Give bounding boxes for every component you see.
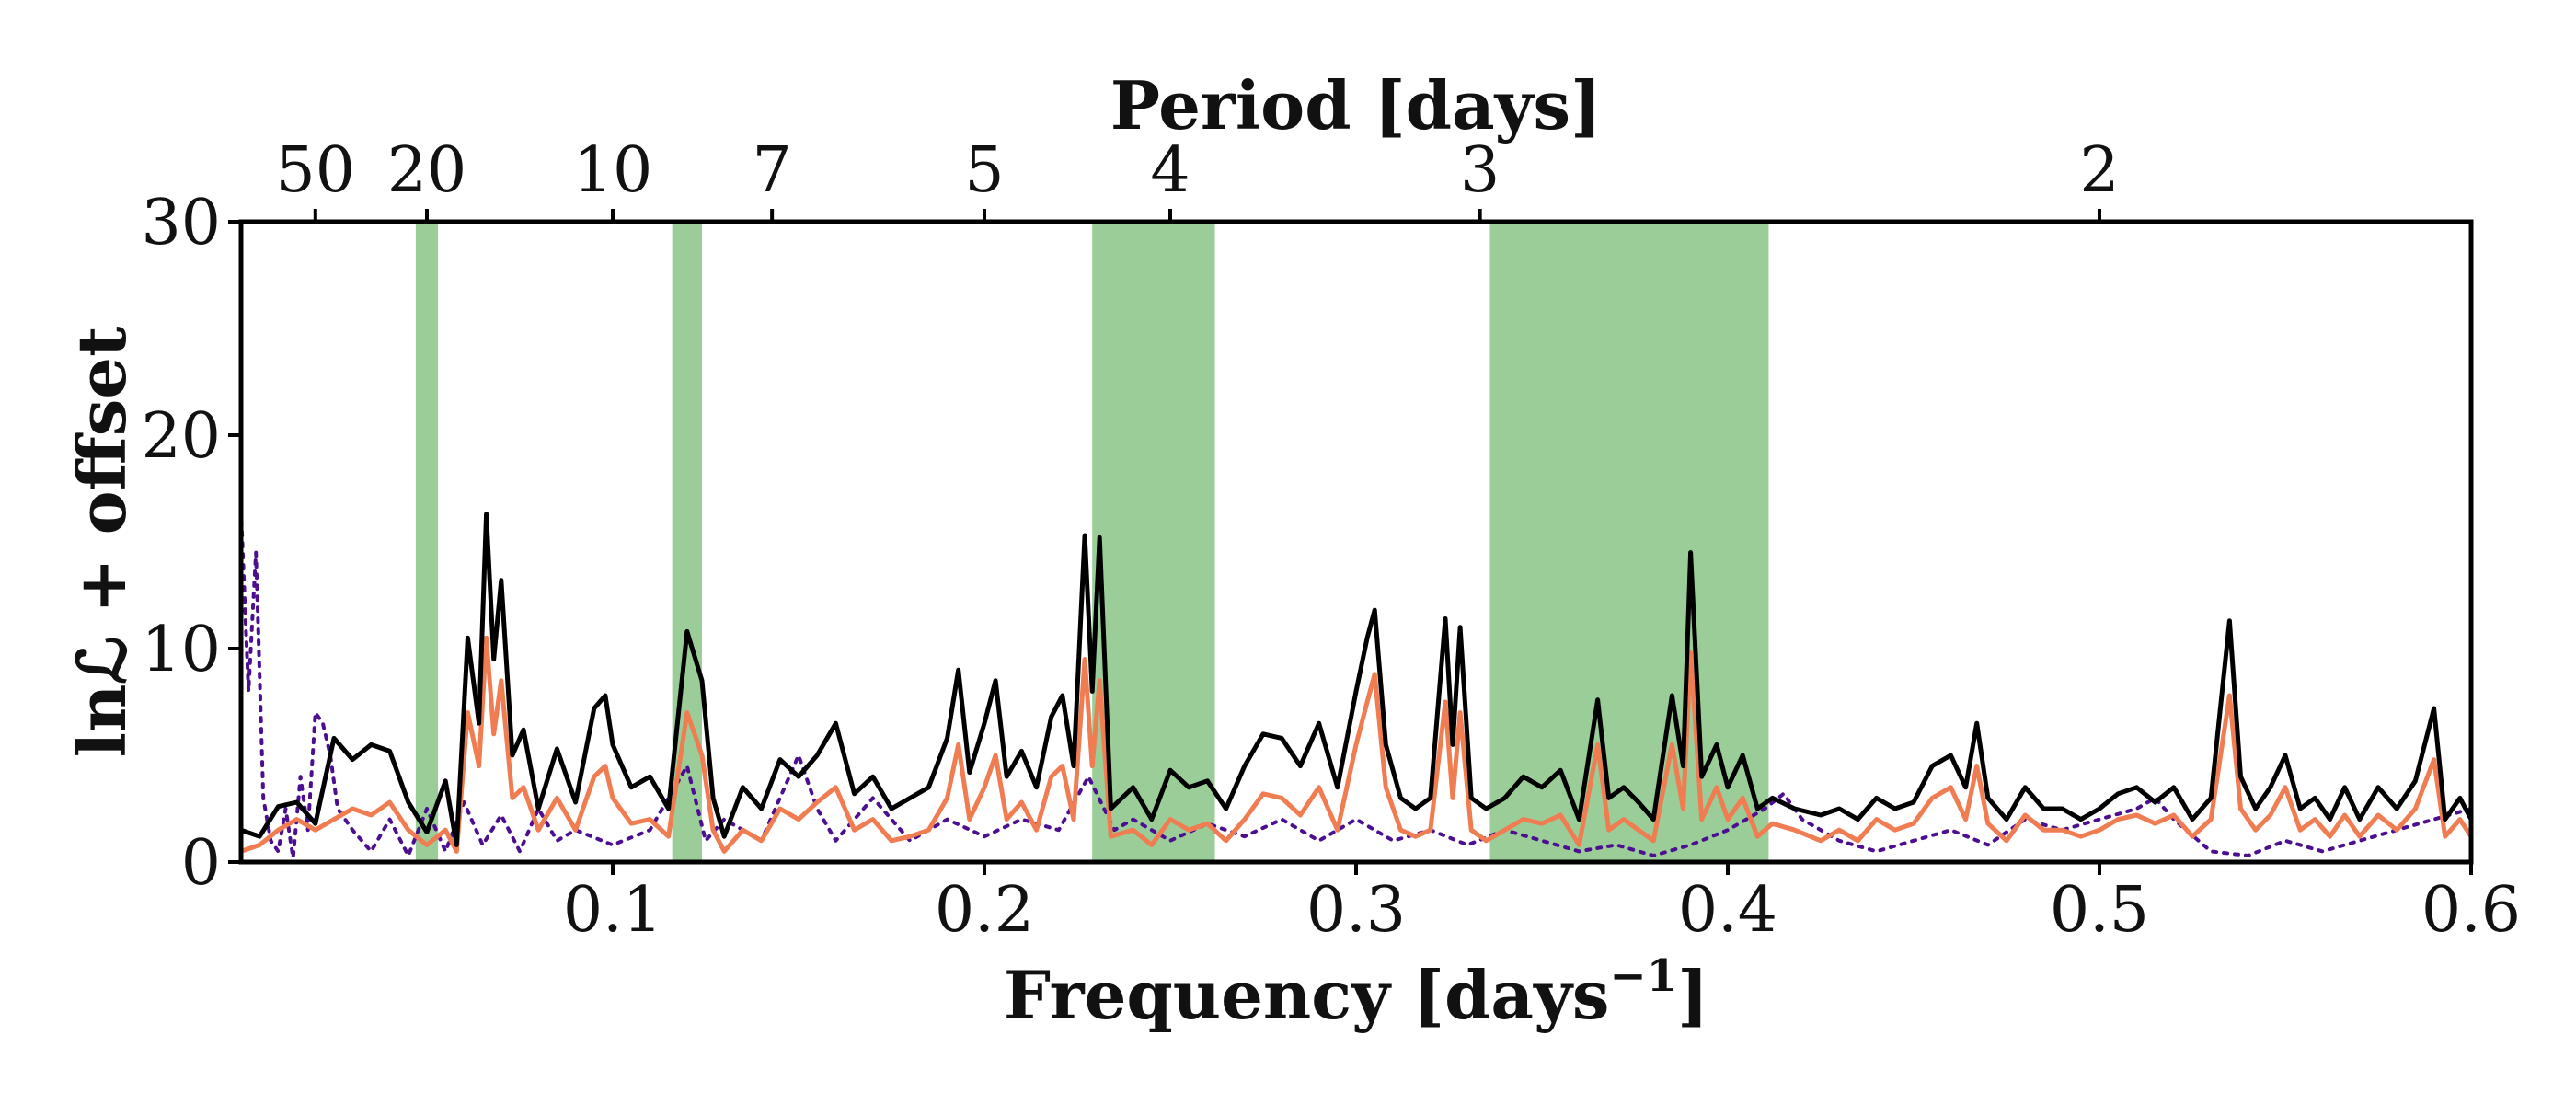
x-axis-title-close: ] [1677,956,1708,1034]
period-axis-title: Period [days] [1110,66,1602,144]
period-tick-label: 4 [1150,134,1190,207]
x-tick-label: 0.1 [563,874,662,947]
y-axis-ticks: 0 10 20 30 [141,187,241,900]
x-tick-label: 0.2 [935,874,1034,947]
x-tick-label: 0.6 [2421,874,2521,947]
period-tick-label: 5 [964,134,1004,207]
y-tick-label: 20 [141,400,221,473]
series-lines [241,508,2471,860]
x-axis-ticks: 0.1 0.2 0.3 0.4 0.5 0.6 [563,862,2521,947]
shaded-regions [415,222,1769,862]
y-tick-label: 30 [141,187,221,259]
x-tick-label: 0.4 [1678,874,1777,947]
period-tick-label: 20 [387,134,467,207]
y-tick-label: 10 [141,614,221,686]
y-tick-label: 0 [181,827,221,900]
series-line-1 [241,512,2471,847]
x-tick-label: 0.5 [2050,874,2149,947]
x-axis-title: Frequency [days−1] [1004,950,1708,1034]
period-tick-label: 50 [276,134,356,207]
plot-frame [238,219,2474,865]
period-tick-label: 7 [753,134,792,207]
shaded-region-4 [1489,222,1769,862]
shaded-region-2 [672,222,702,862]
shaded-region-1 [415,222,439,862]
x-axis-title-superscript: −1 [1609,950,1677,1002]
x-tick-label: 0.3 [1306,874,1406,947]
x-axis-title-main: Frequency [days [1004,956,1610,1034]
period-tick-label: 3 [1460,134,1500,207]
shaded-region-3 [1092,222,1215,862]
period-axis-ticks: 50 20 10 7 5 4 3 2 [276,134,2120,222]
period-tick-label: 2 [2079,134,2119,207]
period-tick-label: 10 [573,134,653,207]
series-line-2 [241,635,2471,854]
y-axis-title: lnℒ + offset [63,327,141,758]
